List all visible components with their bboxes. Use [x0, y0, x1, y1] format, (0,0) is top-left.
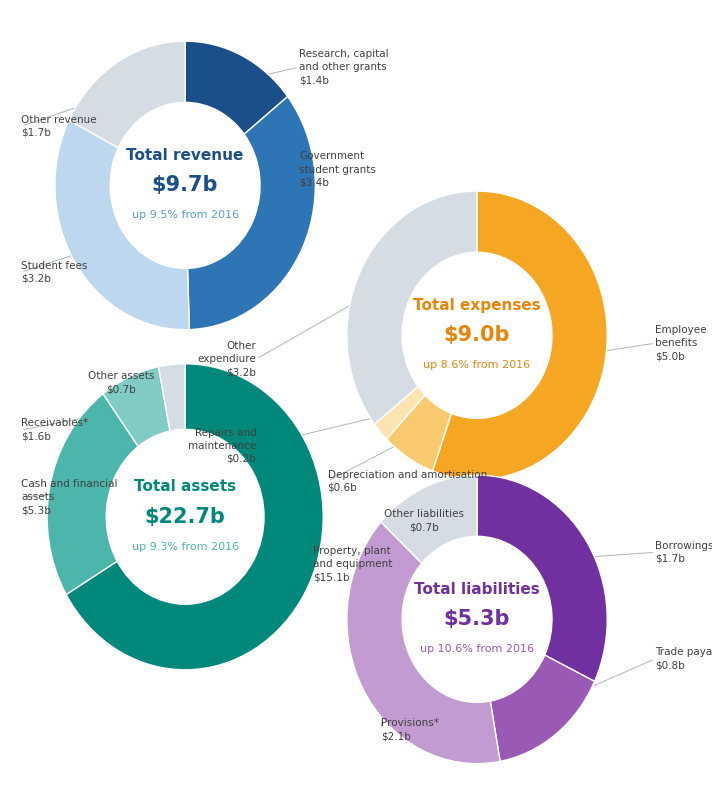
Text: Property, plant
and equipment
$15.1b: Property, plant and equipment $15.1b: [313, 546, 392, 582]
Text: Student fees
$3.2b: Student fees $3.2b: [21, 260, 88, 284]
Wedge shape: [103, 367, 170, 447]
Wedge shape: [69, 41, 185, 148]
Text: Other assets
$0.7b: Other assets $0.7b: [88, 371, 155, 394]
Text: Repairs and
maintenance
$0.2b: Repairs and maintenance $0.2b: [188, 428, 256, 464]
Text: Receivables*
$1.6b: Receivables* $1.6b: [21, 418, 88, 442]
Wedge shape: [387, 395, 451, 471]
Wedge shape: [347, 191, 477, 424]
Wedge shape: [47, 394, 138, 595]
Wedge shape: [381, 475, 477, 563]
Text: Total revenue: Total revenue: [127, 148, 244, 163]
Wedge shape: [187, 96, 315, 330]
Text: Research, capital
and other grants
$1.4b: Research, capital and other grants $1.4b: [299, 49, 389, 85]
Text: Cash and financial
assets
$5.3b: Cash and financial assets $5.3b: [21, 479, 118, 515]
Text: up 8.6% from 2016: up 8.6% from 2016: [424, 361, 530, 370]
Wedge shape: [185, 41, 288, 134]
Text: Total liabilities: Total liabilities: [414, 581, 540, 597]
Text: Total assets: Total assets: [134, 479, 236, 495]
Wedge shape: [159, 364, 185, 431]
Text: up 9.3% from 2016: up 9.3% from 2016: [132, 542, 239, 552]
Text: $22.7b: $22.7b: [145, 507, 226, 527]
Text: Depreciation and amortisation
$0.6b: Depreciation and amortisation $0.6b: [328, 469, 487, 493]
Text: Employee
benefits
$5.0b: Employee benefits $5.0b: [655, 325, 706, 361]
Text: Other liabilities
$0.7b: Other liabilities $0.7b: [384, 509, 464, 533]
Wedge shape: [55, 120, 189, 330]
Text: $9.7b: $9.7b: [152, 175, 219, 196]
Text: $9.0b: $9.0b: [444, 325, 511, 346]
Text: Other
expendiure
$3.2b: Other expendiure $3.2b: [197, 341, 256, 377]
Wedge shape: [477, 475, 607, 682]
Text: Government
student grants
$3.4b: Government student grants $3.4b: [299, 151, 376, 188]
Text: Borrowings
$1.7b: Borrowings $1.7b: [655, 540, 712, 564]
Text: Other revenue
$1.7b: Other revenue $1.7b: [21, 114, 97, 138]
Wedge shape: [347, 522, 500, 764]
Text: Total expenses: Total expenses: [413, 297, 541, 313]
Wedge shape: [491, 655, 595, 761]
Wedge shape: [375, 387, 425, 439]
Text: up 9.5% from 2016: up 9.5% from 2016: [132, 211, 239, 220]
Wedge shape: [66, 364, 323, 670]
Text: $5.3b: $5.3b: [444, 609, 511, 630]
Text: Provisions*
$2.1b: Provisions* $2.1b: [381, 718, 439, 742]
Text: Trade payables
$0.8b: Trade payables $0.8b: [655, 647, 712, 671]
Wedge shape: [432, 191, 607, 480]
Text: up 10.6% from 2016: up 10.6% from 2016: [420, 645, 534, 654]
